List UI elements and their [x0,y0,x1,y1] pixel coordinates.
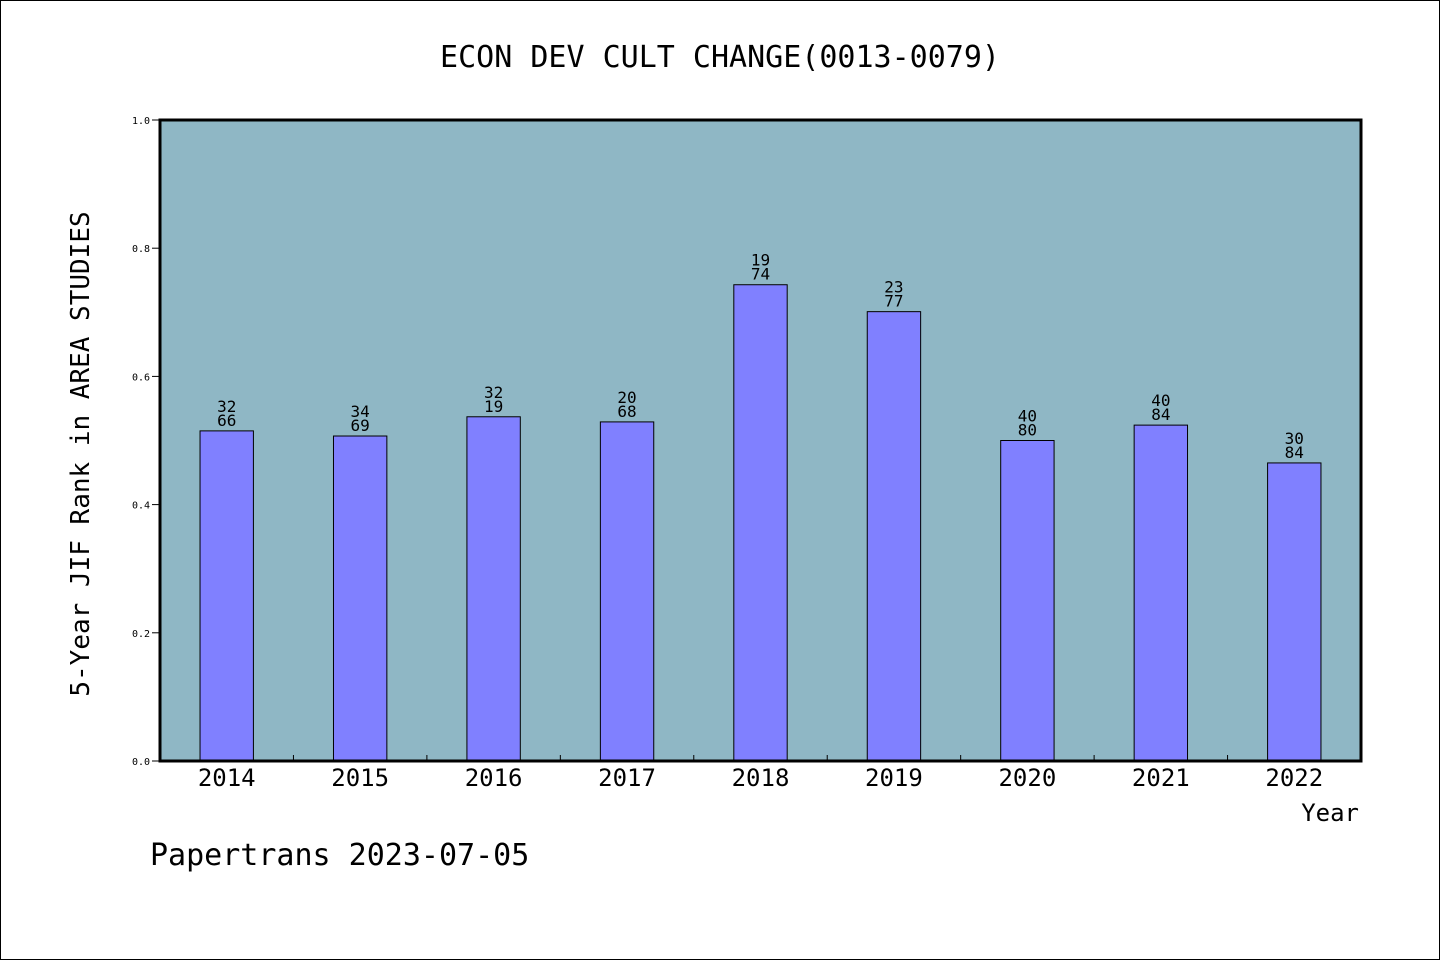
plot-border [158,118,1363,763]
bar-2021 [1133,424,1189,762]
x-tick-label: 2014 [198,764,256,792]
bar-2016 [466,416,521,762]
bar-label-top: 20 [617,388,636,407]
bar-label-top: 40 [1018,407,1037,426]
bar-label-bottom: 77 [884,292,903,311]
bars [199,284,1322,762]
x-tick-label: 2022 [1265,764,1323,792]
bar-label-bottom: 80 [1018,421,1037,440]
x-tick-label: 2020 [998,764,1056,792]
bar-label-top: 32 [217,397,236,416]
bar-label-top: 19 [751,251,770,270]
bar-label-bottom: 84 [1285,443,1304,462]
bar-label-top: 23 [884,278,903,297]
bar-label-top: 34 [351,402,370,421]
bar-label-bottom: 74 [751,265,770,284]
chart-title: ECON DEV CULT CHANGE(0013-0079) [440,40,1000,75]
x-axis: 2014 2015 2016 2017 2018 2019 2020 2021 2022 [198,755,1323,792]
x-tick-label: 2017 [598,764,656,792]
bar-2022 [1267,462,1322,762]
y-tick-label: 0.4 [132,501,150,512]
bar-2015 [332,435,388,762]
bar-label-bottom: 19 [484,397,503,416]
bar-2020 [1000,440,1055,762]
footer-text: Papertrans 2023-07-05 [150,838,529,873]
bar-2018 [733,284,788,762]
bar-label-bottom: 84 [1151,405,1170,424]
y-tick-label: 0.8 [132,244,150,255]
bar-label-top: 30 [1285,429,1304,448]
x-tick-label: 2019 [865,764,923,792]
y-tick-label: 0.6 [132,372,150,383]
y-tick-label: 1.0 [132,116,150,127]
y-tick-label: 0.2 [132,629,150,640]
bar-label-top: 32 [484,383,503,402]
bar-2014 [199,430,254,762]
bar-label-top: 40 [1151,391,1170,410]
bar-2017 [599,421,655,762]
x-axis-label: Year [1301,799,1359,827]
bar-2019 [866,311,922,762]
y-axis: 0.0 0.2 0.4 0.6 0.8 1.0 [132,116,160,768]
bar-label-bottom: 69 [351,416,370,435]
bar-label-bottom: 66 [217,411,236,430]
y-axis-label: 5-Year JIF Rank in AREA STUDIES [66,211,96,696]
y-tick-label: 0.0 [132,757,150,768]
x-tick-label: 2016 [465,764,523,792]
bar-label-bottom: 68 [617,402,636,421]
x-tick-label: 2018 [732,764,790,792]
x-tick-label: 2015 [331,764,389,792]
x-tick-label: 2021 [1132,764,1190,792]
